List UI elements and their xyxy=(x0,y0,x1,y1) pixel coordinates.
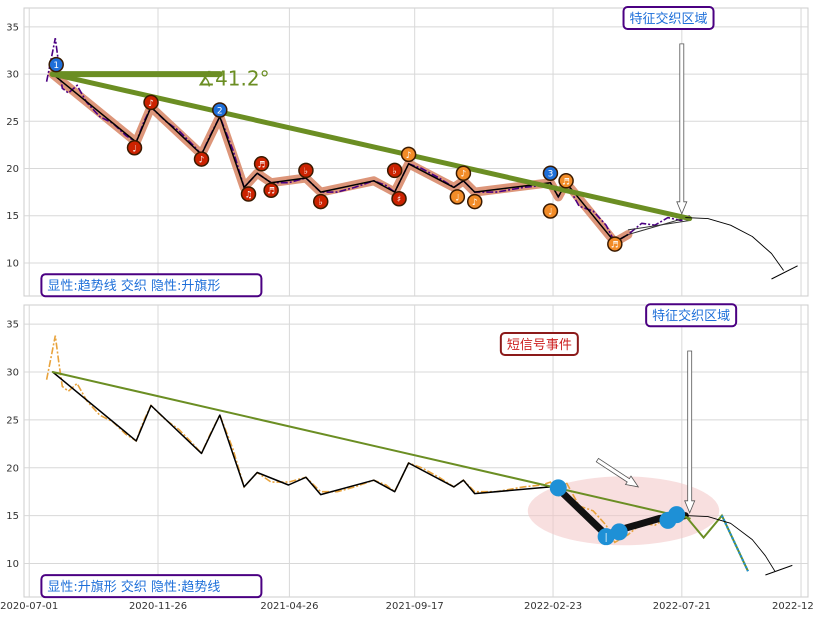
future-zigzag-line xyxy=(684,513,749,572)
signal-marker xyxy=(126,140,143,156)
y-tick-label: 10 xyxy=(6,559,19,570)
marker-label: ♪ xyxy=(199,156,205,166)
y-tick-label: 15 xyxy=(6,511,19,522)
marker-label: ♬ xyxy=(562,177,570,187)
y-tick-label: 10 xyxy=(6,258,19,269)
marker-label: ♭ xyxy=(304,167,308,177)
trendline xyxy=(51,371,691,520)
annotation-box xyxy=(40,273,263,298)
y-tick-label: 15 xyxy=(6,211,19,222)
signal-marker xyxy=(212,102,228,118)
projection-cap xyxy=(765,564,793,576)
flag-line xyxy=(627,220,690,231)
x-tick-label: 2022-12-05 xyxy=(772,601,813,612)
projection-cap xyxy=(771,265,798,280)
annotation-label: 特征交织区域 xyxy=(652,308,730,324)
annotation-box xyxy=(499,331,579,356)
signal-marker xyxy=(549,479,567,497)
marker-label: | xyxy=(605,533,608,543)
projection-arc xyxy=(685,515,776,572)
panel-bottom: 10 15 20 25 30 35 2020-07-01 2020-11-26 2021-04-… xyxy=(0,303,813,612)
panel-top: 10 15 20 25 30 35 ∡41.2° 1 2 3 ♩ ♪ ♪ ♫ ♬ ♬ ♭ ♭ ♭ ♯ ♪ ♩ ♪ ♪ ♩ ♬ ♬ 显性… xyxy=(6,5,809,298)
signal-marker xyxy=(558,173,574,189)
signal-marker xyxy=(253,156,270,172)
marker-label: ♭ xyxy=(393,167,397,177)
annotation-label: 短信号事件 xyxy=(507,338,572,353)
y-tick-label: 35 xyxy=(6,22,19,33)
signal-marker xyxy=(391,190,407,207)
y-tick-label: 30 xyxy=(6,368,19,379)
annotation-box xyxy=(645,303,738,328)
y-tick-label: 30 xyxy=(6,70,19,81)
signal-marker xyxy=(48,56,64,73)
signal-marker xyxy=(542,165,559,181)
trendline xyxy=(50,71,693,222)
annotation-box xyxy=(622,5,715,30)
marker-label: ♩ xyxy=(455,193,459,203)
angle-annotation: ∡41.2° xyxy=(197,66,269,90)
signal-marker xyxy=(298,162,314,179)
annotation-box xyxy=(40,574,263,599)
marker-label: ♬ xyxy=(267,187,275,197)
y-tick-label: 20 xyxy=(6,463,19,474)
marker-label: ♭ xyxy=(319,198,323,208)
signal-marker xyxy=(542,203,559,219)
zigzag-series-line xyxy=(52,73,629,243)
marker-label: ♯ xyxy=(397,195,401,205)
marker-label: ♬ xyxy=(258,160,266,170)
signal-marker xyxy=(240,186,257,202)
y-tick-label: 25 xyxy=(6,415,19,426)
marker-label: ♪ xyxy=(461,170,467,180)
signal-marker xyxy=(312,193,329,210)
signal-marker xyxy=(449,189,466,205)
signal-marker xyxy=(400,146,417,163)
marker-label: ♪ xyxy=(406,151,412,161)
signal-marker xyxy=(607,236,623,252)
signal-marker xyxy=(610,523,628,541)
marker-label: ♪ xyxy=(148,99,154,109)
annotation-label: 特征交织区域 xyxy=(630,11,708,27)
plot-area xyxy=(23,304,809,598)
marker-label: ♫ xyxy=(244,191,252,201)
marker-label: ♬ xyxy=(611,241,619,251)
annotation-arrow xyxy=(684,350,696,514)
y-tick-label: 20 xyxy=(6,164,19,175)
signal-marker xyxy=(466,193,483,210)
x-tick-label: 2020-11-26 xyxy=(129,601,187,612)
signal-marker xyxy=(668,506,686,524)
marker-label: 2 xyxy=(217,106,223,116)
x-tick-label: 2021-04-26 xyxy=(260,601,318,612)
signal-marker xyxy=(455,165,472,181)
x-tick-label: 2021-09-17 xyxy=(386,601,444,612)
annotation-arrow xyxy=(595,457,640,488)
marker-label: ♩ xyxy=(132,144,136,154)
annotation-label: 显性:升旗形 交织 隐性:趋势线 xyxy=(47,579,220,595)
marker-label: 3 xyxy=(548,170,554,180)
marker-label: ♩ xyxy=(548,208,552,218)
zigzag-series-line xyxy=(52,371,551,496)
marker-label: 1 xyxy=(53,61,59,71)
annotation-label: 显性:趋势线 交织 隐性:升旗形 xyxy=(47,278,220,294)
x-tick-label: 2022-02-23 xyxy=(524,601,582,612)
signal-marker xyxy=(193,151,210,167)
projection-arc xyxy=(685,217,784,271)
annotation-arrow xyxy=(676,43,688,215)
x-tick-label: 2020-07-01 xyxy=(0,601,58,612)
y-tick-label: 35 xyxy=(6,320,19,331)
signal-marker xyxy=(143,94,159,111)
signal-marker xyxy=(386,162,403,179)
x-tick-label: 2022-07-21 xyxy=(653,601,711,612)
signal-marker xyxy=(263,182,279,198)
y-tick-label: 25 xyxy=(6,117,19,128)
marker-label: ♪ xyxy=(472,198,478,208)
plot-area xyxy=(23,7,809,297)
